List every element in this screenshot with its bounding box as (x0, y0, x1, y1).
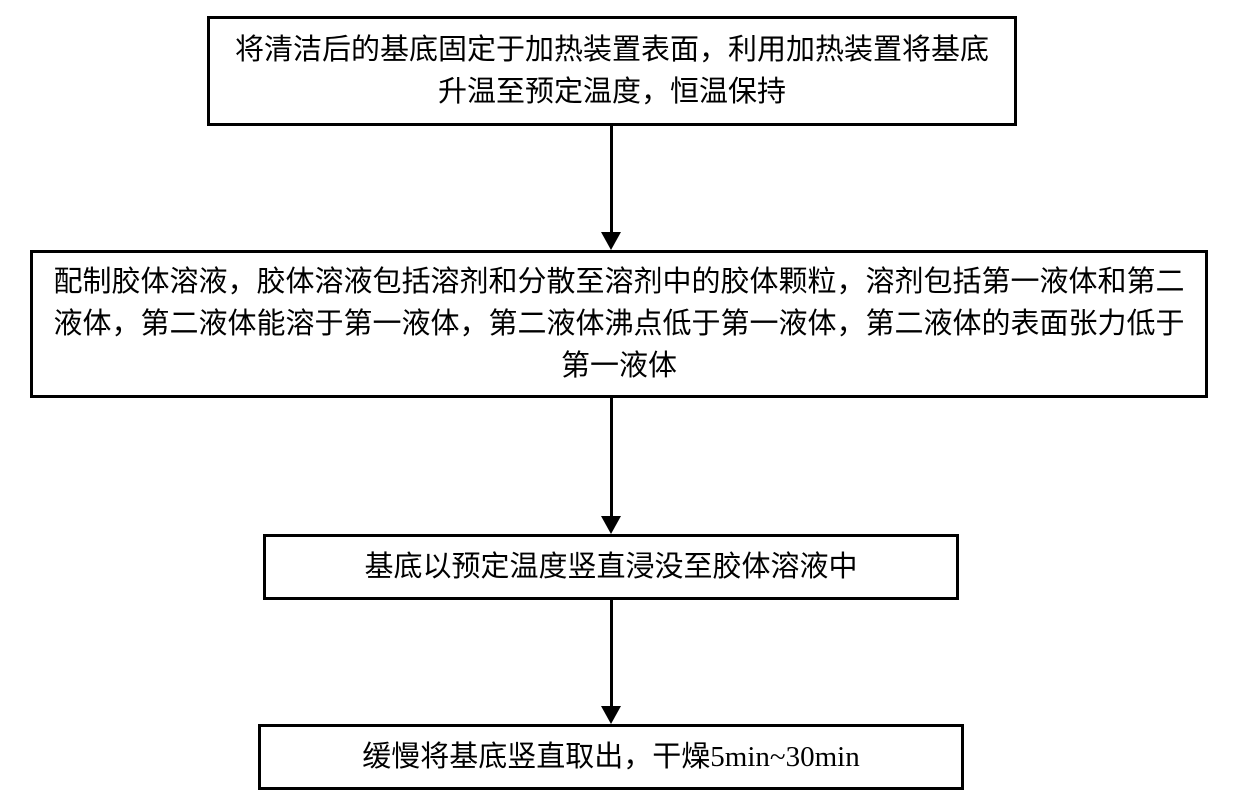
arrow-1-head (601, 232, 621, 250)
flow-step-1: 将清洁后的基底固定于加热装置表面，利用加热装置将基底升温至预定温度，恒温保持 (207, 16, 1017, 126)
flow-step-4: 缓慢将基底竖直取出，干燥5min~30min (258, 724, 964, 790)
arrow-3-head (601, 706, 621, 724)
arrow-2-head (601, 516, 621, 534)
flow-step-2: 配制胶体溶液，胶体溶液包括溶剂和分散至溶剂中的胶体颗粒，溶剂包括第一液体和第二液… (30, 250, 1208, 398)
flow-step-1-text: 将清洁后的基底固定于加热装置表面，利用加热装置将基底升温至预定温度，恒温保持 (230, 29, 994, 113)
flow-step-3: 基底以预定温度竖直浸没至胶体溶液中 (263, 534, 959, 600)
arrow-2-line (610, 398, 613, 516)
flow-step-2-text: 配制胶体溶液，胶体溶液包括溶剂和分散至溶剂中的胶体颗粒，溶剂包括第一液体和第二液… (53, 261, 1185, 387)
flow-step-4-text: 缓慢将基底竖直取出，干燥5min~30min (362, 736, 859, 778)
flow-step-3-text: 基底以预定温度竖直浸没至胶体溶液中 (364, 546, 857, 588)
arrow-3-line (610, 600, 613, 706)
arrow-1-line (610, 126, 613, 232)
